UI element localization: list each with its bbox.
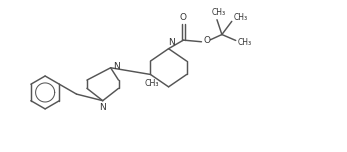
Text: CH₃: CH₃ [145,79,159,88]
Text: CH₃: CH₃ [212,8,226,17]
Text: CH₃: CH₃ [238,38,252,47]
Text: O: O [180,13,187,22]
Text: N: N [113,62,120,71]
Text: N: N [169,38,175,47]
Text: CH₃: CH₃ [234,13,248,22]
Text: O: O [204,36,211,45]
Text: N: N [99,103,106,112]
